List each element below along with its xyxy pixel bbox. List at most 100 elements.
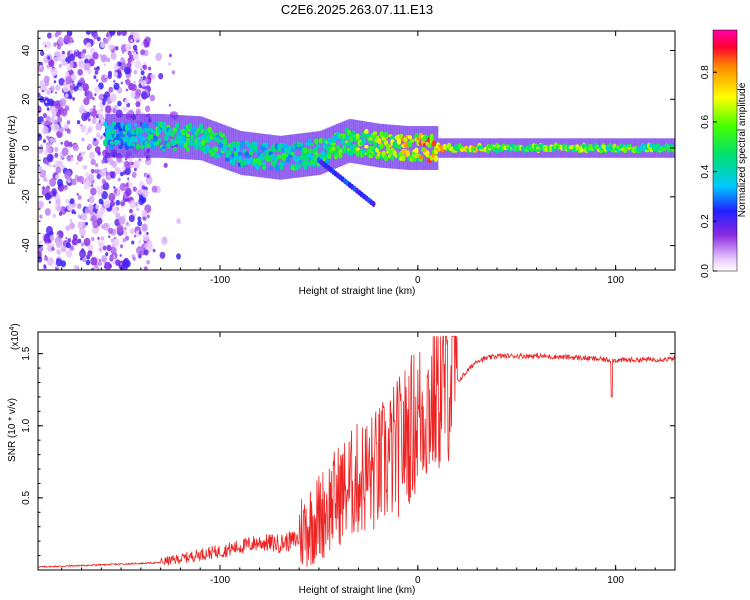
colorbar-tick-label: 0.2 [700,214,711,228]
spectrogram-noise-cell [59,98,67,107]
spectrogram-noise-cell [65,76,73,85]
spectrogram-noise-cell [58,77,65,86]
spectrogram-noise-cell [75,49,78,52]
spectrogram-band-cell [338,151,343,159]
spectrogram-noise-cell [146,240,153,248]
spectrogram-band-cell [425,150,430,158]
spectrogram-noise-cell [94,169,98,174]
spectrogram-band-cell [192,125,197,131]
spectrogram-noise-cell [52,244,55,247]
spectrogram-noise-cell [176,218,181,225]
spectrogram-noise-cell [66,31,73,37]
spectrogram-band-cell [405,150,410,158]
spectrogram-noise-cell [76,192,79,196]
spectrogram-y-tick-label: 20 [21,93,32,105]
spectrogram-band-cell [588,143,593,149]
spectrogram-noise-cell [140,68,142,71]
spectrogram-noise-cell [137,220,143,227]
spectrogram-noise-cell [90,158,96,166]
spectrogram-noise-cell [71,154,74,158]
spectrogram-y-ticks: -40 -20 0 20 40 [21,37,675,271]
spectrogram-noise-cell [56,237,63,246]
spectrogram-noise-cell [130,91,136,99]
spectrogram-band-cell [331,142,336,146]
spectrogram-noise-cell [108,227,114,235]
spectrogram-noise-cell [53,56,59,63]
spectrogram-noise-cell [38,200,44,209]
spectrogram-noise-cell [116,31,122,36]
spectrogram-noise-cell [44,256,49,261]
spectrogram-noise-cell [132,44,138,51]
spectrogram-noise-cell [102,100,106,106]
spectrogram-noise-cell [95,163,99,168]
spectrogram-noise-cell [116,224,124,233]
spectrogram-noise-cell [77,238,82,244]
spectrogram-noise-cell [171,70,176,75]
spectrogram-noise-cell [94,67,97,71]
spectrogram-noise-cell [38,64,45,73]
spectrogram-noise-cell [124,157,127,161]
spectrogram-noise-cell [151,185,158,193]
spectrogram-x-tick-label: 0 [415,275,421,286]
spectrogram-noise-cell [46,135,50,140]
spectrogram-noise-cell [133,69,138,75]
spectrogram-noise-cell [57,56,62,62]
spectrogram-noise-cell [38,133,43,141]
spectrogram-band-cell [235,141,241,146]
spectrogram-noise-cell [40,50,45,57]
spectrogram-noise-cell [80,124,87,133]
spectrogram-band-cell [414,147,419,154]
spectrogram-noise-cell [99,206,106,215]
spectrogram-band-cell [194,130,199,138]
spectrogram-noise-cell [77,68,83,76]
spectrogram-noise-cell [115,212,121,220]
spectrogram-noise-cell [41,80,44,83]
spectrogram-noise-cell [122,160,125,164]
spectrogram-band-cell [264,142,269,148]
spectrogram-noise-cell [77,81,80,85]
spectrogram-noise-cell [83,151,86,155]
spectrogram-band-cell [536,148,541,152]
snr-x-tick-label: -100 [210,575,230,586]
spectrogram-noise-cell [98,82,104,90]
spectrogram-noise-cell [128,182,133,188]
spectrogram-band-cell [185,146,191,152]
spectrogram-noise-cell [40,144,43,148]
spectrogram-band-cell [107,130,112,137]
spectrogram-noise-cell [124,98,129,105]
spectrogram-noise-cell [91,267,95,270]
spectrogram-band-cell [285,157,291,164]
spectrogram-noise-cell [140,80,147,87]
spectrogram-band-cell [185,115,189,160]
spectrogram-noise-cell [119,254,122,257]
spectrogram-band-cell [222,148,228,152]
spectrogram-noise-cell [93,75,97,79]
spectrogram-noise-cell [127,50,132,56]
spectrogram-noise-cell [72,237,79,246]
spectrogram-frame [37,30,676,271]
spectrogram-band-cell [122,130,128,135]
spectrogram-noise-cell [135,51,138,55]
spectrogram-noise-cell [49,137,54,143]
spectrogram-band-cell [290,151,295,156]
spectrogram-noise-cell [99,42,102,46]
spectrogram-noise-cell [129,200,136,209]
spectrogram-noise-cell [83,82,86,85]
spectrogram-band-cell [157,138,162,143]
spectrogram-band-cell [109,144,115,151]
spectrogram-band-cell [388,144,393,148]
spectrogram-band-cell [185,137,191,144]
spectrogram-noise-cell [67,169,70,172]
spectrogram-x-ticks: -100 0 100 [61,31,656,286]
spectrogram-noise-cell [112,207,118,215]
colorbar-tick-label: 0.0 [700,264,711,278]
spectrogram-band-cell [253,145,258,153]
spectrogram-noise-cell [122,106,128,113]
spectrogram-band-cell [429,133,434,140]
svg-text:(x104): (x104) [9,323,21,350]
spectrogram-noise-cell [64,185,67,188]
spectrogram-noise-cell [129,208,133,214]
spectrogram-noise-cell [104,261,112,270]
spectrogram-band-cell [233,154,238,161]
spectrogram-noise-cell [152,248,156,253]
